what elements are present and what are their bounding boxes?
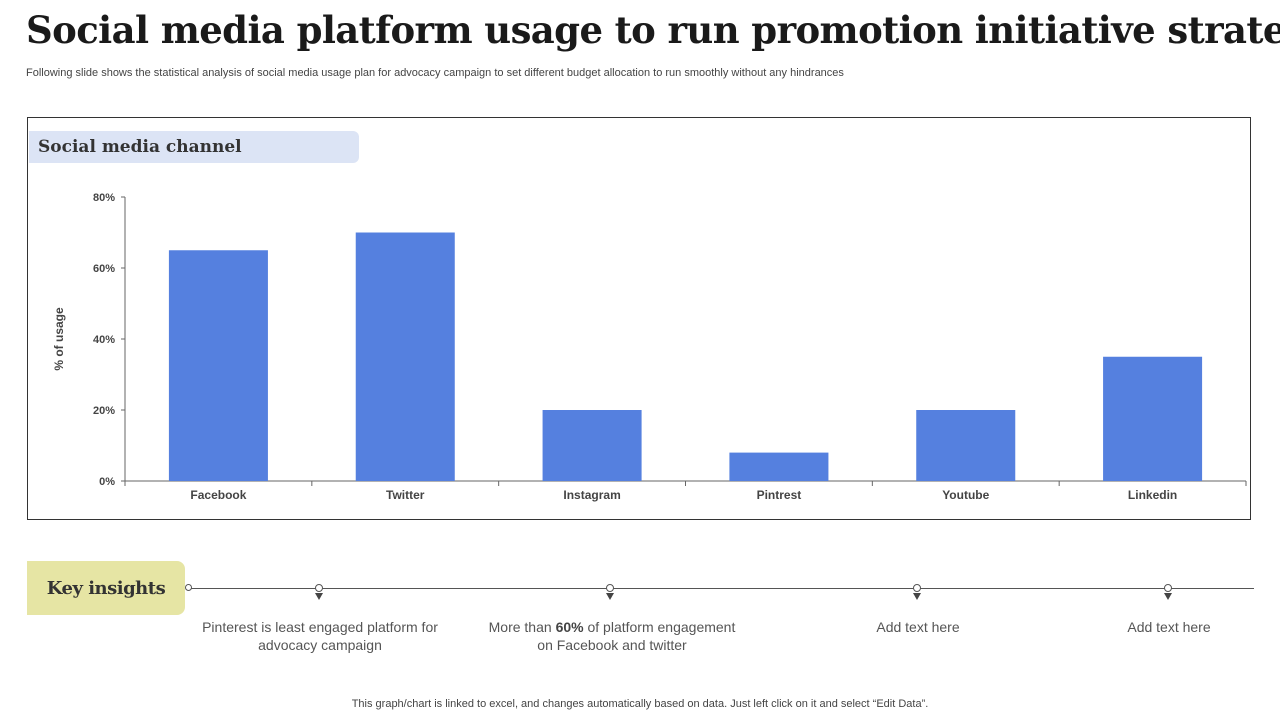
insight-text: More than 60% of platform engagement on … [488, 619, 736, 653]
timeline-marker [605, 584, 615, 600]
bar-twitter [355, 232, 455, 481]
x-tick-label: Facebook [190, 488, 246, 502]
y-tick-label: 0% [99, 476, 115, 488]
page-subtitle: Following slide shows the statistical an… [26, 67, 844, 79]
bar-linkedin [1103, 356, 1203, 481]
y-tick-label: 60% [93, 263, 115, 275]
timeline-line [190, 588, 1254, 589]
y-tick-label: 40% [93, 334, 115, 346]
x-tick-label: Instagram [563, 488, 620, 502]
bar-facebook [168, 250, 268, 481]
timeline-marker [314, 584, 324, 600]
timeline-marker [1163, 584, 1173, 600]
timeline-start-dot [185, 584, 192, 591]
page-title: Social media platform usage to run promo… [26, 8, 1280, 52]
key-insights-label: Key insights [27, 561, 185, 615]
bar-instagram [542, 410, 642, 481]
insight-text: Add text here [876, 619, 960, 635]
x-tick-label: Linkedin [1128, 488, 1177, 502]
chart-label: Social media channel [29, 131, 359, 163]
x-tick-label: Pintrest [757, 488, 802, 502]
insight-text: Pinterest is least engaged platform for … [202, 619, 438, 653]
y-tick-label: 80% [93, 192, 115, 204]
y-tick-label: 20% [93, 405, 115, 417]
x-tick-label: Twitter [386, 488, 425, 502]
bar-pintrest [729, 452, 829, 481]
arrow-down-icon [913, 593, 921, 600]
arrow-down-icon [1164, 593, 1172, 600]
chart-frame[interactable]: 0% 20% 40% 60% 80% % of usage Facebook Twitter I… [27, 117, 1251, 520]
insight-text: Add text here [1127, 619, 1211, 635]
arrow-down-icon [315, 593, 323, 600]
footer-note: This graph/chart is linked to excel, and… [351, 698, 929, 710]
x-tick-label: Youtube [942, 488, 989, 502]
bar-chart[interactable]: 0% 20% 40% 60% 80% % of usage Facebook Twitter I… [28, 118, 1250, 519]
timeline-marker [912, 584, 922, 600]
y-axis-label: % of usage [52, 307, 66, 371]
arrow-down-icon [606, 593, 614, 600]
bar-youtube [916, 410, 1016, 481]
